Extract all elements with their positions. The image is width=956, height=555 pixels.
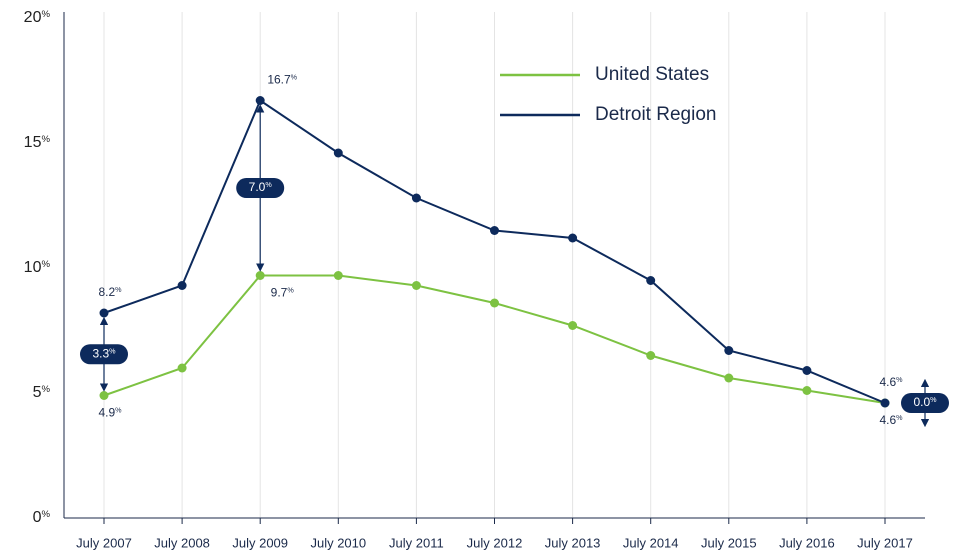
data-point	[411, 193, 421, 203]
x-tick-label: July 2011	[389, 535, 444, 550]
y-tick-label: 20%	[24, 9, 51, 27]
data-label: 9.7%	[271, 286, 295, 300]
data-point	[724, 373, 734, 383]
legend-label: Detroit Region	[595, 104, 716, 125]
x-tick-label: July 2007	[76, 535, 132, 550]
diff-badge	[236, 178, 285, 198]
data-point	[490, 226, 499, 235]
x-tick-label: July 2013	[545, 535, 601, 550]
data-point	[646, 351, 656, 360]
y-tick-label: 5%	[33, 384, 51, 402]
data-point	[333, 271, 343, 280]
data-point	[411, 281, 421, 290]
diff-badge	[80, 344, 128, 365]
y-tick-label: 0%	[33, 509, 51, 527]
data-point	[177, 281, 187, 290]
x-tick-label: July 2009	[232, 535, 288, 550]
data-point	[646, 276, 656, 285]
data-label: 4.9%	[98, 406, 122, 420]
y-tick-label: 10%	[24, 259, 51, 277]
data-point	[802, 366, 812, 375]
x-tick-label: July 2014	[623, 535, 679, 550]
data-point	[490, 298, 499, 308]
data-label: 8.2%	[98, 285, 122, 299]
data-point	[568, 233, 578, 243]
legend-label: United States	[595, 64, 709, 85]
x-tick-label: July 2008	[154, 535, 210, 550]
data-point	[99, 391, 109, 400]
data-point	[255, 271, 265, 280]
data-point	[724, 346, 734, 355]
data-point	[802, 386, 812, 395]
data-point	[568, 321, 578, 330]
y-tick-label: 15%	[24, 134, 51, 152]
x-tick-label: July 2017	[857, 535, 913, 550]
data-label: 4.6%	[879, 413, 903, 427]
data-label: 4.6%	[879, 375, 903, 389]
x-tick-label: July 2010	[310, 535, 366, 550]
x-tick-label: July 2016	[779, 535, 835, 550]
data-point	[333, 148, 343, 158]
data-point	[880, 398, 890, 408]
data-point	[255, 96, 265, 105]
x-tick-label: July 2015	[701, 535, 757, 550]
data-point	[177, 363, 187, 373]
diff-badge	[901, 393, 949, 413]
x-tick-label: July 2012	[467, 535, 523, 550]
data-label: 16.7%	[267, 73, 297, 87]
data-point	[99, 308, 109, 318]
